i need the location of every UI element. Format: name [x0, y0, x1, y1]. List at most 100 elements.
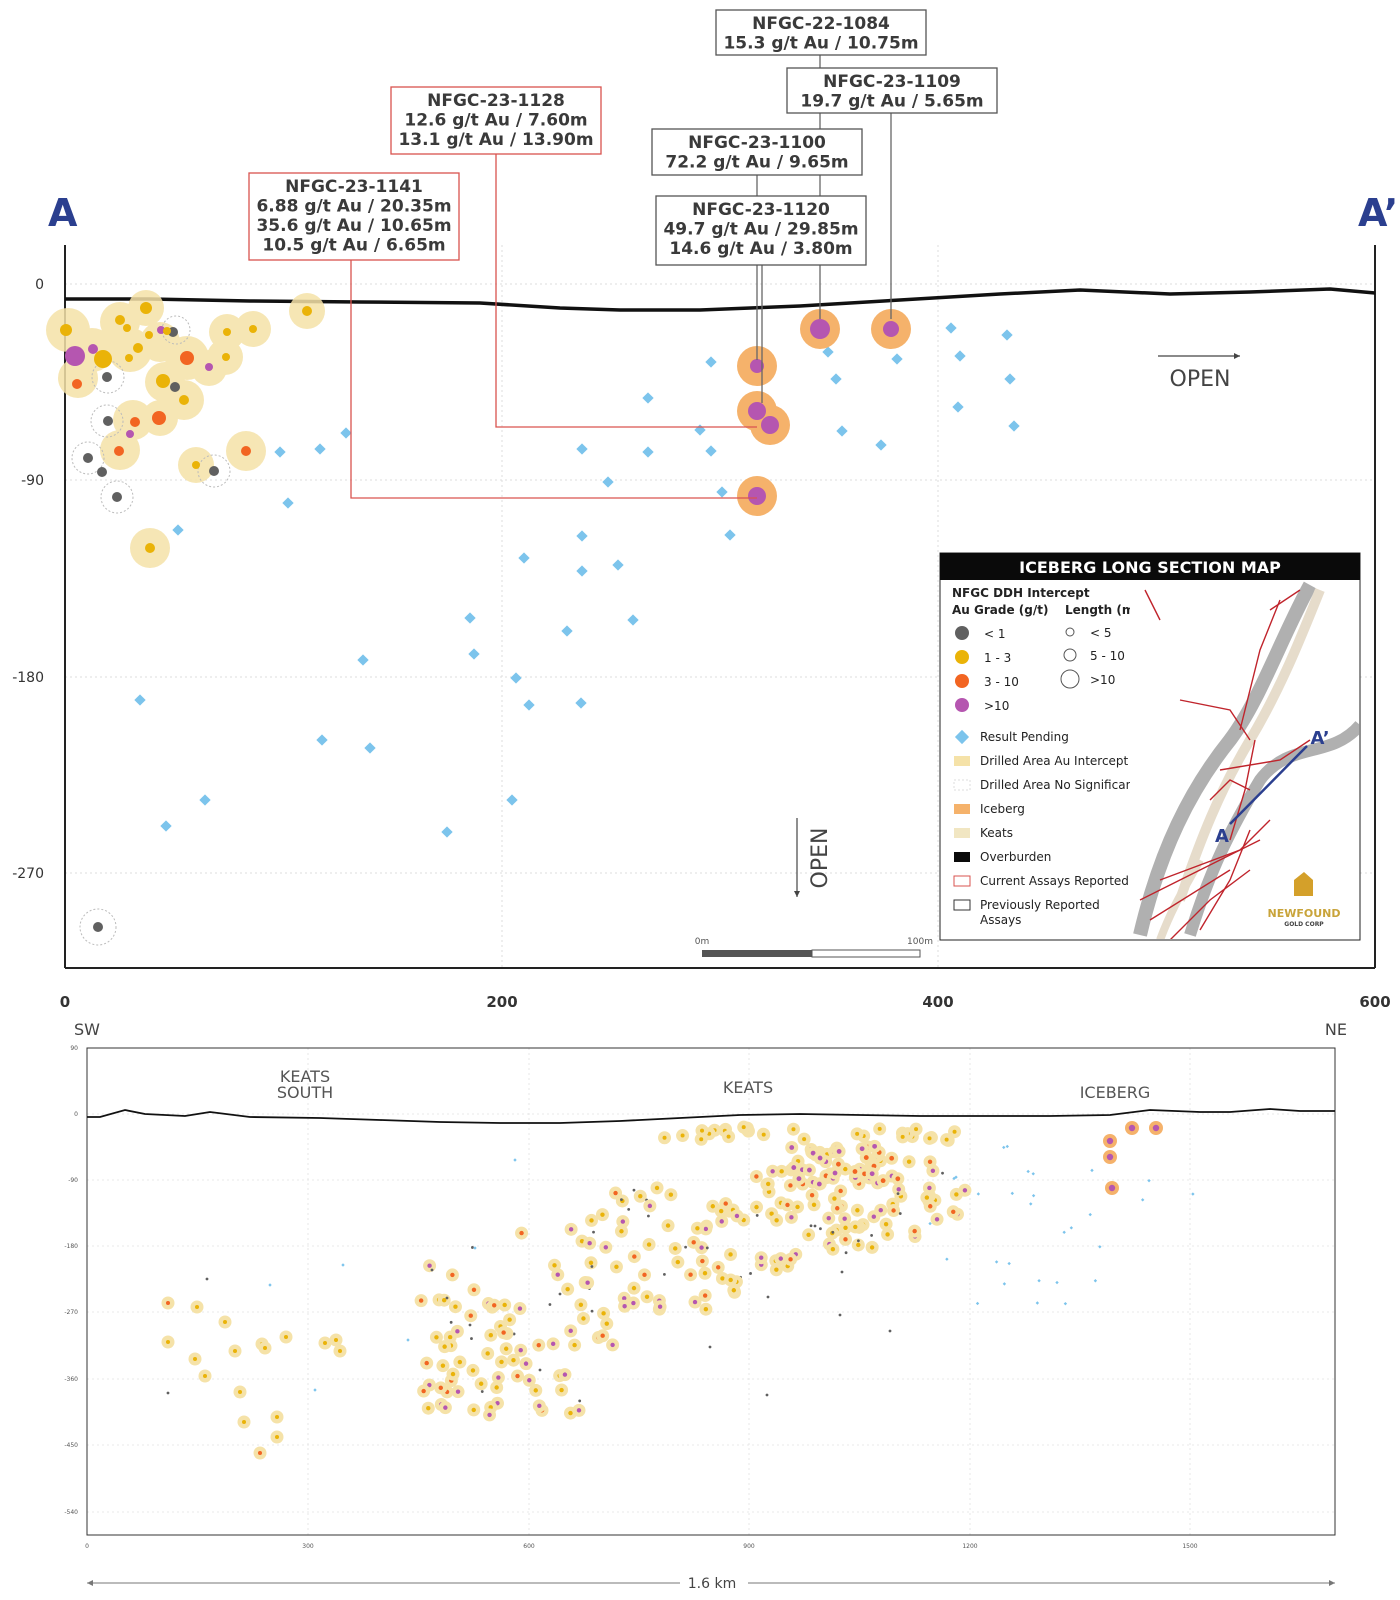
intercept-dot — [856, 1242, 861, 1248]
intercept-dot — [450, 1272, 455, 1278]
pending-diamond — [1090, 1168, 1094, 1173]
zone-iceberg: ICEBERG — [1080, 1083, 1151, 1102]
callout-line: NFGC-23-1128 — [427, 91, 565, 111]
intercept-dot — [718, 1208, 724, 1214]
intercept-dot — [507, 1317, 512, 1322]
legend-grade-label-3: >10 — [984, 699, 1009, 713]
bottom-x-tick-0: 0 — [85, 1543, 89, 1550]
intercept-dot — [1152, 1124, 1160, 1132]
pending-diamond — [1037, 1279, 1041, 1283]
intercept-dot — [258, 1451, 262, 1455]
inset-label-a: A — [1215, 826, 1229, 847]
pending-diamond — [576, 530, 588, 542]
intercept-dot — [826, 1215, 831, 1221]
pending-diamond — [160, 820, 172, 832]
intercept-dot — [788, 1183, 793, 1188]
intercept-dot — [604, 1321, 609, 1326]
intercept-dot — [568, 1227, 574, 1232]
top-y-tick-2: -180 — [12, 670, 44, 686]
callout-line: 49.7 g/t Au / 29.85m — [663, 220, 858, 240]
logo-sub: GOLD CORP — [1284, 921, 1324, 928]
bottom-y-tick-0: 90 — [70, 1045, 78, 1052]
pending-diamond — [642, 392, 654, 404]
callout-line: 6.88 g/t Au / 20.35m — [256, 197, 451, 217]
outline-swatch-icon — [953, 875, 971, 887]
intercept-dot — [445, 1296, 449, 1300]
intercept-dot — [927, 1136, 932, 1141]
intercept-dot — [774, 1267, 779, 1272]
legend-item-label-7: Previously Reported Assays — [980, 898, 1100, 927]
intercept-dot — [769, 1211, 774, 1216]
intercept-dot — [842, 1216, 847, 1221]
intercept-dot — [450, 1371, 456, 1377]
top-y-tick-0: 0 — [35, 277, 44, 293]
callout-line: 15.3 g/t Au / 10.75m — [723, 34, 918, 54]
bottom-x-tick-4: 1200 — [962, 1543, 977, 1550]
open-right-indicator: OPEN — [1158, 353, 1240, 392]
top-y-tick-1: -90 — [21, 473, 44, 489]
pending-diamond — [172, 524, 184, 536]
intercept-dot — [934, 1217, 940, 1222]
intercept-dot — [603, 1245, 609, 1250]
intercept-dot — [518, 1348, 523, 1353]
intercept-dot — [716, 1265, 721, 1270]
pending-diamond — [1031, 1172, 1035, 1176]
intercept-dot — [427, 1382, 432, 1388]
inset-map: A A’ NEWFOUND GOLD CORP — [1130, 581, 1359, 939]
intercept-dot — [588, 1260, 594, 1265]
intercept-dot — [166, 1391, 170, 1395]
pending-diamond — [1002, 1282, 1007, 1286]
intercept-dot — [576, 1408, 582, 1413]
pending-diamond — [705, 445, 717, 457]
intercept-dot — [427, 1263, 432, 1268]
intercept-dot — [813, 1224, 817, 1228]
intercept-dot — [692, 1299, 698, 1305]
outline-swatch-icon — [953, 899, 971, 911]
zone-keats: KEATS — [723, 1078, 773, 1097]
intercept-dot — [622, 1304, 627, 1309]
pending-diamond — [575, 697, 587, 709]
intercept-dot — [749, 1272, 752, 1275]
pending-diamond — [891, 353, 903, 365]
intercept-dot — [885, 1232, 890, 1237]
legend-item-label-1: Drilled Area Au Intercept — [980, 754, 1129, 768]
pending-diamond — [268, 1283, 272, 1287]
pending-diamond — [316, 734, 328, 746]
intercept-dot — [565, 1286, 570, 1292]
top-x-tick-0: 0 — [60, 993, 70, 1011]
intercept-dot — [809, 1224, 813, 1228]
intercept-dot — [515, 1373, 520, 1379]
legend-length-swatch-0 — [1065, 627, 1075, 637]
intercept-dot — [242, 1420, 246, 1424]
pending-diamond — [523, 699, 535, 711]
intercept-dot — [263, 1346, 267, 1350]
intercept-dot — [632, 1188, 636, 1192]
bottom-section: SW NE 90 0 -90 -180 -270 -360 -450 -540 … — [64, 1020, 1347, 1592]
intercept-dot — [644, 1294, 650, 1299]
intercept-dot — [622, 1296, 627, 1301]
legend-item-label-3: Iceberg — [980, 802, 1025, 816]
intercept-dot — [579, 1238, 585, 1244]
intercept-dot — [1128, 1124, 1136, 1132]
pending-diamond — [642, 446, 654, 458]
intercept-dot — [1106, 1153, 1114, 1161]
bottom-y-tick-3: -180 — [64, 1243, 78, 1250]
pending-diamond — [561, 625, 573, 637]
intercept-dot — [494, 1385, 499, 1390]
legend-item-label-0: Result Pending — [980, 730, 1069, 744]
intercept-dot — [619, 1229, 624, 1234]
intercept-dot — [470, 1337, 473, 1340]
intercept-dot — [430, 1268, 434, 1272]
pending-diamond — [602, 476, 614, 488]
intercept-dot — [441, 1298, 447, 1303]
intercept-dot — [779, 1169, 784, 1174]
intercept-dot — [728, 1277, 733, 1283]
bottom-point-cloud — [161, 1120, 1195, 1460]
pending-diamond — [975, 1301, 980, 1306]
pending-diamond — [928, 1221, 932, 1226]
bottom-sw-label: SW — [74, 1020, 100, 1039]
iceberg-intercepts — [737, 309, 911, 516]
bottom-x-tick-1: 300 — [302, 1543, 314, 1550]
callout-nfgc-23-1109: NFGC-23-1109 19.7 g/t Au / 5.65m — [786, 67, 998, 114]
